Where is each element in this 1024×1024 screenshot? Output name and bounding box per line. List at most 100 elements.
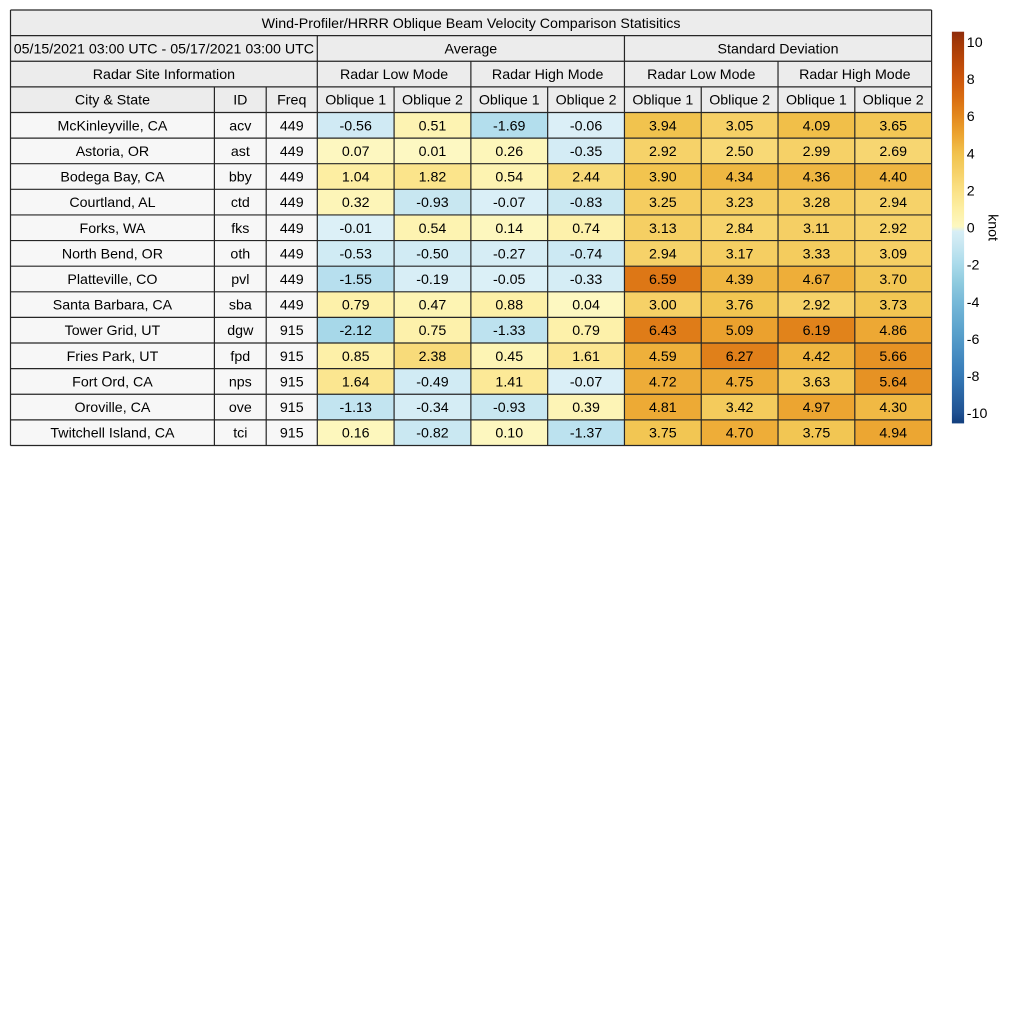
svg-text:knot: knot: [984, 214, 1000, 241]
svg-text:-0.49: -0.49: [416, 374, 449, 390]
svg-text:-1.37: -1.37: [570, 426, 603, 442]
svg-text:1.41: 1.41: [495, 374, 523, 390]
svg-text:3.05: 3.05: [726, 118, 754, 134]
svg-text:0.01: 0.01: [419, 144, 447, 160]
svg-text:Twitchell Island, CA: Twitchell Island, CA: [50, 426, 175, 442]
svg-text:Santa Barbara, CA: Santa Barbara, CA: [53, 298, 173, 314]
svg-text:Radar High Mode: Radar High Mode: [799, 67, 911, 83]
svg-text:0.45: 0.45: [495, 349, 523, 365]
svg-text:10: 10: [967, 35, 983, 51]
svg-text:oth: oth: [230, 246, 250, 262]
svg-text:05/15/2021 03:00 UTC - 05/17/2: 05/15/2021 03:00 UTC - 05/17/2021 03:00 …: [14, 41, 314, 57]
svg-text:4.34: 4.34: [726, 170, 754, 186]
svg-text:fpd: fpd: [230, 349, 250, 365]
svg-text:-0.82: -0.82: [416, 426, 449, 442]
svg-text:1.64: 1.64: [342, 374, 370, 390]
svg-text:4.36: 4.36: [803, 170, 831, 186]
svg-text:915: 915: [280, 349, 304, 365]
svg-text:-0.07: -0.07: [493, 195, 526, 211]
svg-text:0.04: 0.04: [572, 298, 600, 314]
svg-text:-2: -2: [967, 258, 980, 274]
svg-text:3.28: 3.28: [803, 195, 831, 211]
svg-text:2.94: 2.94: [879, 195, 907, 211]
svg-text:ast: ast: [231, 144, 250, 160]
svg-text:0.51: 0.51: [419, 118, 447, 134]
svg-text:3.33: 3.33: [803, 246, 831, 262]
svg-text:City & State: City & State: [75, 93, 150, 109]
svg-text:0: 0: [967, 221, 975, 237]
svg-text:3.09: 3.09: [879, 246, 907, 262]
svg-text:3.17: 3.17: [726, 246, 754, 262]
svg-text:Oblique 1: Oblique 1: [632, 93, 693, 109]
svg-text:4: 4: [967, 146, 975, 162]
svg-text:3.25: 3.25: [649, 195, 677, 211]
svg-text:Wind-Profiler/HRRR Oblique Bea: Wind-Profiler/HRRR Oblique Beam Velocity…: [262, 16, 681, 32]
svg-text:Platteville, CO: Platteville, CO: [67, 272, 157, 288]
svg-text:0.26: 0.26: [495, 144, 523, 160]
svg-text:0.85: 0.85: [342, 349, 370, 365]
svg-text:-0.07: -0.07: [570, 374, 603, 390]
svg-text:-6: -6: [967, 332, 980, 348]
svg-text:4.86: 4.86: [879, 323, 907, 339]
svg-text:-1.13: -1.13: [339, 400, 372, 416]
svg-text:3.76: 3.76: [726, 298, 754, 314]
svg-text:0.39: 0.39: [572, 400, 600, 416]
svg-text:2.44: 2.44: [572, 170, 600, 186]
svg-text:Oroville, CA: Oroville, CA: [75, 400, 151, 416]
svg-text:3.75: 3.75: [803, 426, 831, 442]
svg-text:sba: sba: [229, 298, 252, 314]
svg-text:449: 449: [280, 118, 304, 134]
svg-text:2.84: 2.84: [726, 221, 754, 237]
svg-text:0.14: 0.14: [495, 221, 523, 237]
svg-text:2.50: 2.50: [726, 144, 754, 160]
svg-text:3.94: 3.94: [649, 118, 677, 134]
svg-text:2.92: 2.92: [879, 221, 907, 237]
svg-text:0.75: 0.75: [419, 323, 447, 339]
svg-text:6.27: 6.27: [726, 349, 754, 365]
svg-text:449: 449: [280, 221, 304, 237]
svg-text:915: 915: [280, 426, 304, 442]
svg-text:Courtland, AL: Courtland, AL: [69, 195, 155, 211]
svg-text:Oblique 2: Oblique 2: [402, 93, 463, 109]
svg-text:449: 449: [280, 144, 304, 160]
svg-text:-0.05: -0.05: [493, 272, 526, 288]
svg-text:1.04: 1.04: [342, 170, 370, 186]
svg-text:McKinleyville, CA: McKinleyville, CA: [58, 118, 168, 134]
svg-text:3.90: 3.90: [649, 170, 677, 186]
svg-text:Forks, WA: Forks, WA: [80, 221, 146, 237]
svg-text:Fries Park, UT: Fries Park, UT: [67, 349, 159, 365]
svg-text:ctd: ctd: [231, 195, 250, 211]
svg-text:-0.93: -0.93: [493, 400, 526, 416]
svg-text:0.16: 0.16: [342, 426, 370, 442]
svg-text:Radar High Mode: Radar High Mode: [492, 67, 604, 83]
svg-text:4.09: 4.09: [803, 118, 831, 134]
svg-text:-0.74: -0.74: [570, 246, 603, 262]
svg-text:0.32: 0.32: [342, 195, 370, 211]
svg-text:North Bend, OR: North Bend, OR: [62, 246, 163, 262]
svg-text:4.94: 4.94: [879, 426, 907, 442]
svg-text:915: 915: [280, 400, 304, 416]
svg-text:4.59: 4.59: [649, 349, 677, 365]
svg-text:-0.19: -0.19: [416, 272, 449, 288]
svg-text:4.81: 4.81: [649, 400, 677, 416]
svg-text:915: 915: [280, 374, 304, 390]
svg-text:4.97: 4.97: [803, 400, 831, 416]
svg-text:-1.69: -1.69: [493, 118, 526, 134]
svg-text:-0.33: -0.33: [570, 272, 603, 288]
svg-text:3.00: 3.00: [649, 298, 677, 314]
svg-text:4.75: 4.75: [726, 374, 754, 390]
svg-text:449: 449: [280, 195, 304, 211]
svg-text:3.42: 3.42: [726, 400, 754, 416]
svg-text:6.43: 6.43: [649, 323, 677, 339]
svg-text:2.38: 2.38: [419, 349, 447, 365]
svg-text:-8: -8: [967, 369, 980, 385]
svg-text:-2.12: -2.12: [339, 323, 372, 339]
svg-text:-0.50: -0.50: [416, 246, 449, 262]
svg-text:4.72: 4.72: [649, 374, 677, 390]
svg-text:Bodega Bay, CA: Bodega Bay, CA: [60, 170, 165, 186]
svg-text:Oblique 1: Oblique 1: [479, 93, 540, 109]
svg-text:-0.93: -0.93: [416, 195, 449, 211]
svg-text:0.47: 0.47: [419, 298, 447, 314]
svg-text:bby: bby: [229, 170, 253, 186]
svg-text:-0.27: -0.27: [493, 246, 526, 262]
